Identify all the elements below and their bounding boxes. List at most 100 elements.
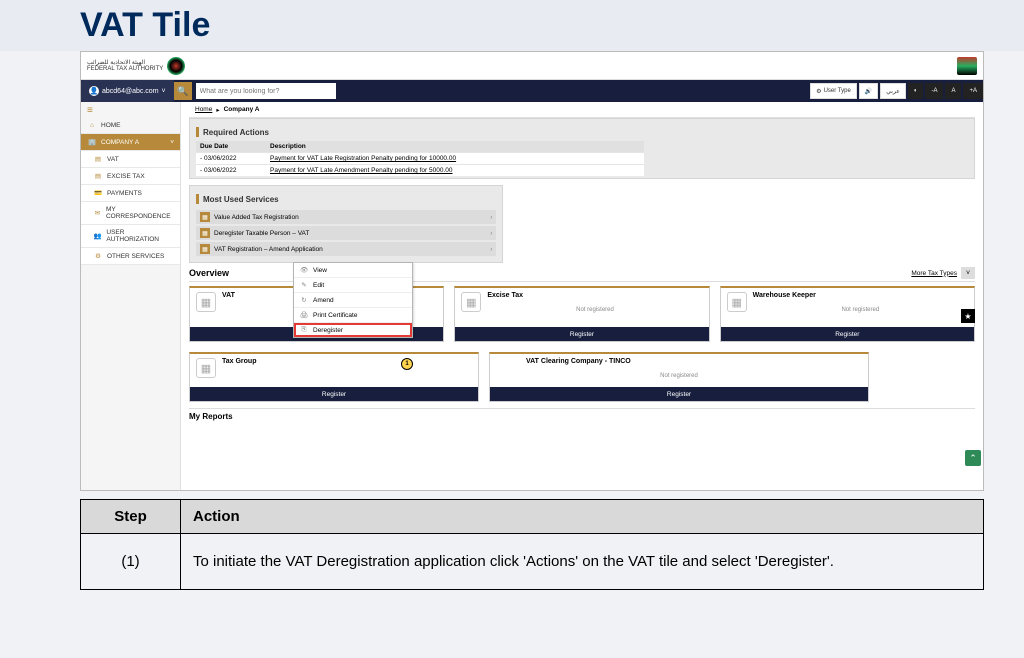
table-header-row: Due DateDescription (196, 141, 644, 153)
home-icon: ⌂ (87, 122, 97, 129)
logo-text: الهيئة الاتحادية للضرائب FEDERAL TAX AUT… (87, 60, 163, 72)
sidebar-item-vat[interactable]: ▤VAT (81, 151, 180, 168)
required-actions-table: Due DateDescription - 03/06/2022Payment … (196, 141, 644, 176)
table-row: - 03/06/2022Payment for VAT Late Registr… (196, 153, 644, 165)
table-header-row: Step Action (81, 500, 984, 534)
vat-tile-icon: ▦ (196, 292, 216, 312)
tile-body: ▦ Excise Tax Not registered (455, 288, 708, 327)
section-title-text: Most Used Services (203, 195, 279, 204)
utility-bar: 👤 abcd64@abc.com ˅ 🔍 ⚙User Type 🔊 عربي ◐… (81, 80, 983, 102)
breadcrumb-home[interactable]: Home (195, 106, 212, 113)
chevron-right-icon: › (490, 230, 492, 237)
font-reset-button[interactable]: A (945, 83, 961, 99)
more-tax-types-link[interactable]: More Tax Types (911, 270, 957, 277)
user-chip[interactable]: 👤 abcd64@abc.com ˅ (81, 80, 174, 102)
tile-body: ▦ Warehouse Keeper Not registered (721, 288, 974, 327)
service-icon: ▦ (200, 212, 210, 222)
ctx-deregister[interactable]: ⎘Deregister (294, 323, 412, 337)
actions-context-menu: 👁 View ✎Edit ↻Amend 🖨Print Certificate ⎘D… (293, 262, 413, 338)
sidebar-item-label: USER AUTHORIZATION (106, 229, 174, 243)
search-input[interactable] (196, 83, 336, 99)
tile-tinco: VAT Clearing Company - TINCO Not registe… (489, 352, 869, 402)
menu-icon[interactable]: ≡ (87, 105, 93, 116)
most-used-title: Most Used Services (196, 190, 496, 208)
user-type-label: User Type (824, 88, 851, 94)
tile-excise: ▦ Excise Tax Not registered Register (454, 286, 709, 342)
logo-icon (167, 57, 185, 75)
tile-status: Not registered (753, 307, 968, 313)
sidebar-item-userauth[interactable]: 👥 USER AUTHORIZATION (81, 225, 180, 248)
sidebar-item-excise[interactable]: ▤EXCISE TAX (81, 168, 180, 185)
sound-button[interactable]: 🔊 (859, 83, 878, 99)
service-row[interactable]: ▦Value Added Tax Registration› (196, 210, 496, 224)
doc-icon: ▤ (93, 155, 103, 163)
ctx-view[interactable]: 👁 View (294, 263, 412, 278)
col-desc: Description (266, 141, 644, 153)
action-cell: To initiate the VAT Deregistration appli… (181, 534, 984, 590)
excise-tile-icon: ▦ (461, 292, 481, 312)
tile-status: Not registered (487, 307, 702, 313)
sidebar-item-payments[interactable]: 💳PAYMENTS (81, 185, 180, 202)
ctx-amend[interactable]: ↻Amend (294, 293, 412, 308)
gear-icon: ⚙ (93, 252, 103, 260)
search-box (196, 83, 807, 99)
tile-title: Tax Group (222, 358, 472, 365)
breadcrumb-sep: ▸ (216, 106, 219, 114)
table-row: - 03/06/2022Payment for VAT Late Amendme… (196, 165, 644, 177)
refresh-icon: ↻ (300, 296, 308, 304)
sidebar-item-company[interactable]: 🏢COMPANY A˅ (81, 134, 180, 151)
contrast-button[interactable]: ◐ (908, 83, 924, 99)
mail-icon: ✉ (93, 209, 102, 217)
user-type-button[interactable]: ⚙User Type (810, 83, 857, 99)
collapse-button[interactable]: ˅ (961, 267, 975, 279)
company-icon: 🏢 (87, 138, 97, 146)
eye-icon: 👁 (300, 266, 308, 274)
star-icon[interactable]: ★ (961, 309, 975, 323)
search-icon: 🔍 (177, 86, 188, 97)
tile-info: Warehouse Keeper Not registered (753, 292, 968, 323)
scroll-top-button[interactable]: ⌃ (965, 450, 981, 466)
font-inc-button[interactable]: +A (963, 83, 983, 99)
tile-title: Warehouse Keeper (753, 292, 968, 299)
search-button[interactable]: 🔍 (174, 82, 192, 100)
tile-foot-register[interactable]: Register (190, 387, 478, 401)
service-icon: ▦ (200, 228, 210, 238)
action-header: Action (181, 500, 984, 534)
tile-title: Excise Tax (487, 292, 702, 299)
sidebar-item-home[interactable]: ⌂HOME (81, 118, 180, 134)
service-row[interactable]: ▦VAT Registration – Amend Application› (196, 242, 496, 256)
tiles-row-2: ▦ Tax Group Register VAT Clearing Compan… (189, 352, 975, 402)
ctx-label: View (313, 267, 327, 274)
tile-info: VAT Clearing Company - TINCO Not registe… (496, 358, 862, 383)
tile-foot-register[interactable]: Register (455, 327, 708, 341)
tile-foot-register[interactable]: Register (721, 327, 974, 341)
tile-title: VAT Clearing Company - TINCO (526, 358, 862, 365)
sidebar-item-other[interactable]: ⚙OTHER SERVICES (81, 248, 180, 265)
users-icon: 👥 (93, 232, 102, 240)
accent-bar-icon (196, 127, 199, 137)
top-bar: الهيئة الاتحادية للضرائب FEDERAL TAX AUT… (81, 52, 983, 80)
ctx-print[interactable]: 🖨Print Certificate (294, 308, 412, 323)
cell-desc-link[interactable]: Payment for VAT Late Registration Penalt… (266, 153, 644, 165)
sidebar-item-correspondence[interactable]: ✉MY CORRESPONDENCE (81, 202, 180, 225)
service-label: Value Added Tax Registration (214, 214, 299, 221)
print-icon: 🖨 (300, 311, 308, 319)
most-used-panel: Most Used Services ▦ Value Added Tax Regi… (189, 185, 503, 263)
page-title: VAT Tile (0, 0, 1024, 51)
accent-bar-icon (196, 194, 199, 204)
font-dec-button[interactable]: -A (925, 83, 943, 99)
ctx-edit[interactable]: ✎Edit (294, 278, 412, 293)
cell-date: - 03/06/2022 (196, 165, 266, 177)
ctx-label: Edit (313, 282, 324, 289)
cell-desc-link[interactable]: Payment for VAT Late Amendment Penalty p… (266, 165, 644, 177)
my-reports-header: My Reports (189, 408, 975, 421)
instruction-table: Step Action (1) To initiate the VAT Dere… (80, 499, 984, 590)
section-title-text: Required Actions (203, 128, 269, 137)
lang-button[interactable]: عربي (880, 83, 906, 99)
service-label: Deregister Taxable Person – VAT (214, 230, 309, 237)
service-row[interactable]: ▦ Deregister Taxable Person – VAT › (196, 226, 496, 240)
tile-foot-register[interactable]: Register (490, 387, 868, 401)
step-number-badge: 1 (401, 358, 413, 370)
col-due: Due Date (196, 141, 266, 153)
taxgroup-tile-icon: ▦ (196, 358, 216, 378)
